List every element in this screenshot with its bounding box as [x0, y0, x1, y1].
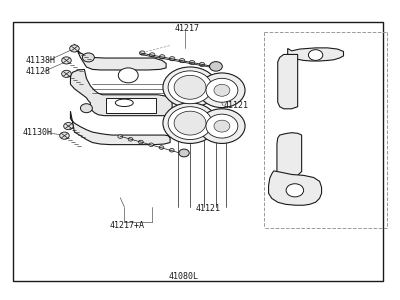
Circle shape [286, 184, 304, 197]
Circle shape [199, 62, 205, 67]
Polygon shape [74, 44, 166, 70]
Circle shape [206, 78, 238, 102]
Text: 41138H: 41138H [26, 56, 56, 65]
Polygon shape [70, 69, 172, 116]
Circle shape [189, 61, 195, 64]
Circle shape [163, 67, 217, 108]
Circle shape [168, 107, 212, 140]
Circle shape [180, 151, 184, 155]
Polygon shape [277, 133, 302, 178]
Polygon shape [278, 54, 298, 109]
Polygon shape [70, 111, 170, 145]
Circle shape [179, 149, 189, 157]
Circle shape [62, 70, 71, 77]
Circle shape [214, 84, 230, 96]
Circle shape [206, 114, 238, 138]
Circle shape [118, 135, 123, 138]
Text: 41217: 41217 [174, 24, 199, 33]
Circle shape [174, 75, 206, 99]
Circle shape [140, 51, 145, 55]
Circle shape [149, 53, 155, 57]
Circle shape [169, 57, 175, 61]
Circle shape [210, 61, 222, 71]
Text: 41121: 41121 [195, 204, 220, 213]
Circle shape [169, 148, 174, 152]
Circle shape [179, 58, 185, 63]
Circle shape [82, 53, 94, 62]
Circle shape [70, 45, 79, 52]
Text: 41130H: 41130H [23, 128, 53, 137]
Bar [13, 22, 383, 281]
Text: 41217+A: 41217+A [109, 221, 144, 230]
Polygon shape [268, 171, 322, 205]
Text: 41121: 41121 [224, 101, 249, 110]
Circle shape [163, 103, 217, 143]
Circle shape [60, 132, 69, 139]
Circle shape [199, 73, 245, 108]
Circle shape [168, 71, 212, 104]
Ellipse shape [115, 99, 133, 106]
Circle shape [199, 109, 245, 143]
Circle shape [209, 64, 215, 68]
Circle shape [308, 50, 323, 60]
Circle shape [62, 57, 71, 64]
Circle shape [80, 104, 92, 113]
Text: 41080L: 41080L [168, 272, 198, 281]
Circle shape [64, 122, 73, 130]
Circle shape [118, 68, 138, 83]
Circle shape [159, 55, 165, 59]
Circle shape [214, 120, 230, 132]
Circle shape [174, 111, 206, 135]
Circle shape [149, 143, 154, 147]
Circle shape [159, 146, 164, 149]
Polygon shape [288, 48, 344, 61]
Circle shape [128, 137, 133, 141]
Circle shape [138, 140, 143, 144]
Bar [106, 98, 156, 113]
Text: 41128: 41128 [26, 67, 50, 76]
